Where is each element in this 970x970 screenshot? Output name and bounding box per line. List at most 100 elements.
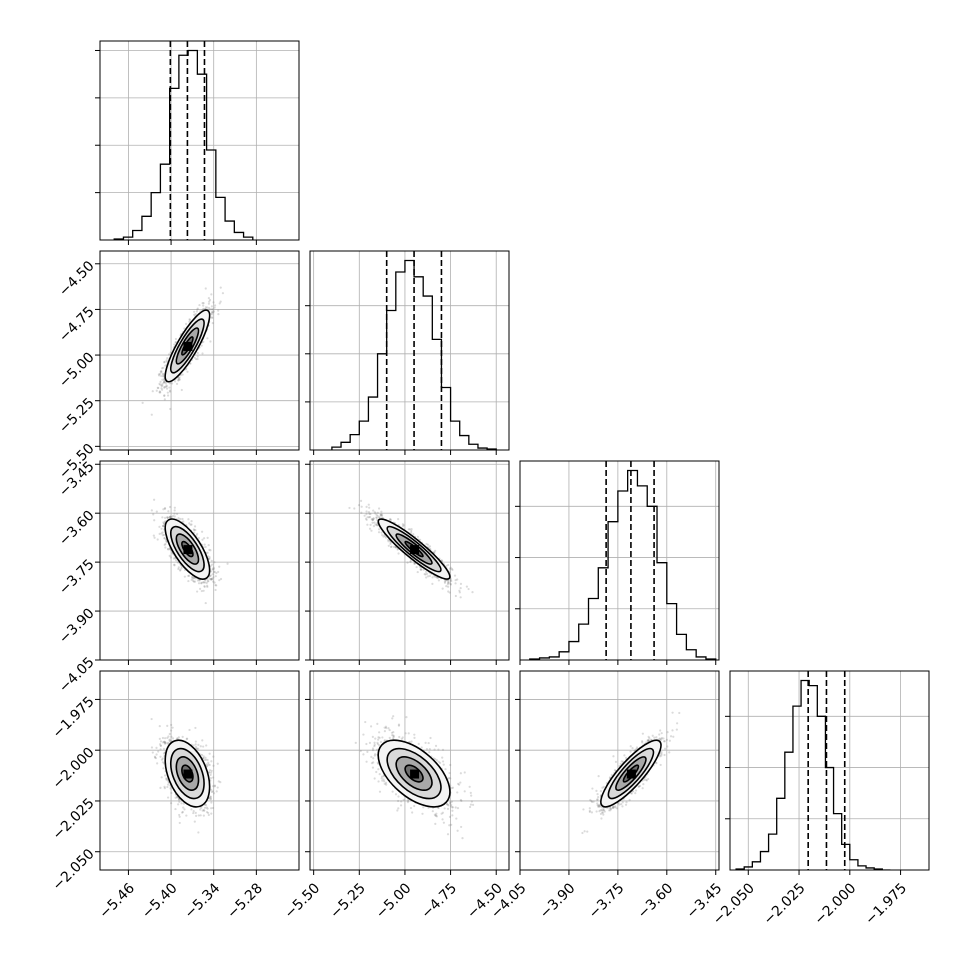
scatter-point (178, 821, 181, 825)
scatter-point (398, 735, 401, 739)
scatter-point (379, 513, 383, 517)
scatter-point (410, 740, 413, 743)
scatter-point (194, 529, 197, 532)
scatter-point (208, 797, 211, 800)
scatter-point (160, 758, 164, 761)
scatter-point (210, 807, 213, 810)
scatter-point (456, 829, 459, 832)
scatter-point (595, 789, 598, 792)
scatter-point (447, 581, 450, 584)
scatter-point (166, 357, 169, 360)
scatter-point (175, 559, 178, 562)
scatter-point (365, 760, 368, 763)
scatter-point (182, 520, 185, 523)
scatter-point (170, 729, 173, 732)
panel-frame (99, 40, 300, 241)
scatter-point (373, 754, 376, 757)
scatter-point (658, 733, 661, 736)
scatter-point (641, 787, 644, 790)
scatter-point (401, 523, 404, 526)
scatter-point (672, 735, 675, 738)
scatter-point (172, 514, 175, 517)
scatter-point (419, 568, 423, 571)
scatter-point (161, 531, 164, 534)
scatter-point (630, 792, 633, 795)
scatter-point (167, 741, 170, 745)
scatter-point (588, 809, 591, 812)
y-tick-label: −2.025 (50, 795, 98, 843)
scatter-point (162, 508, 165, 511)
scatter-point (163, 537, 166, 540)
contour-line (607, 747, 655, 800)
scatter-point (160, 527, 163, 530)
scatter-point (151, 390, 154, 393)
contour-line (169, 525, 205, 573)
scatter-point (451, 786, 455, 789)
x-tick-label: −2.025 (761, 880, 809, 928)
scatter-point (209, 777, 213, 780)
scatter-point (441, 748, 445, 751)
scatter-point (153, 498, 156, 501)
scatter-point (169, 556, 172, 559)
scatter-point (402, 524, 405, 527)
panel-plot-area (100, 41, 299, 240)
scatter-point (180, 388, 183, 392)
scatter-point (209, 574, 212, 578)
scatter-point (449, 578, 452, 581)
scatter-point (210, 771, 213, 774)
scatter-point (598, 805, 601, 808)
scatter-point (191, 577, 194, 580)
scatter-point (397, 795, 400, 798)
scatter-point (203, 809, 206, 812)
scatter-point (202, 814, 205, 817)
scatter-point (597, 796, 600, 799)
scatter-point (160, 370, 163, 373)
contour-line (386, 525, 442, 573)
scatter-point (463, 790, 466, 793)
scatter-point (208, 769, 212, 772)
scatter-point (451, 568, 454, 571)
scatter-point (362, 733, 365, 736)
scatter-point (372, 761, 375, 764)
scatter-point (427, 741, 430, 745)
scatter-point (454, 578, 457, 582)
scatter-point (159, 383, 162, 386)
scatter-point (156, 762, 159, 765)
scatter-point (428, 574, 432, 578)
scatter-point (437, 579, 440, 582)
scatter-point (376, 761, 379, 764)
scatter-point (164, 542, 167, 546)
scatter-point (158, 391, 161, 394)
scatter-point (213, 304, 217, 307)
scatter-point (392, 545, 396, 549)
scatter-point (586, 830, 589, 833)
scatter-point (360, 505, 363, 508)
scatter-point (164, 364, 167, 367)
density-peak (410, 769, 420, 779)
scatter-point (206, 758, 209, 762)
x-tick-label: −3.75 (586, 880, 628, 922)
scatter-point (438, 761, 442, 764)
scatter-point (382, 535, 385, 538)
scatter-point (177, 516, 180, 520)
scatter-point (161, 373, 164, 376)
scatter-point (449, 763, 452, 767)
scatter-point (599, 812, 603, 816)
scatter-point (375, 748, 379, 751)
scatter-point (647, 739, 650, 742)
scatter-point (442, 763, 445, 766)
y-tick-label: −3.75 (56, 556, 98, 598)
scatter-point (448, 567, 452, 570)
scatter-point (353, 507, 356, 510)
scatter-point (441, 587, 444, 590)
scatter-point (202, 745, 205, 748)
scatter-point (446, 807, 450, 810)
scatter-point (217, 309, 220, 312)
scatter-point (357, 504, 361, 507)
scatter-point (163, 360, 166, 363)
scatter-point (371, 518, 374, 522)
scatter-point (610, 773, 613, 776)
scatter-point (417, 742, 420, 745)
scatter-point (217, 780, 220, 783)
scatter-point (434, 814, 437, 817)
